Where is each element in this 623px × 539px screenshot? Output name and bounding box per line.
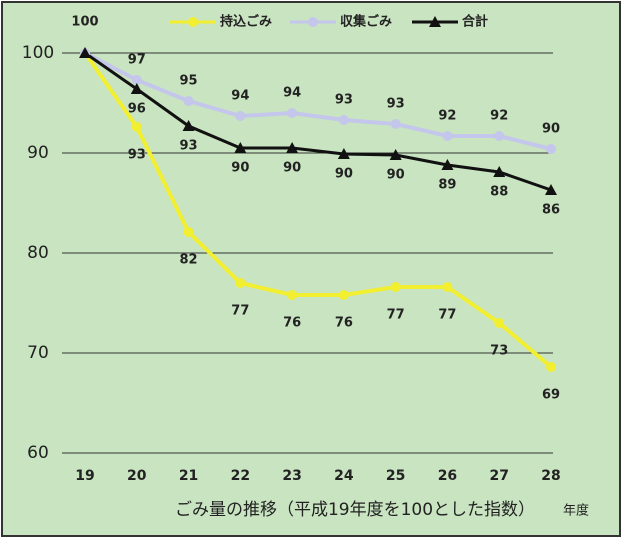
y-tick-label: 90	[27, 143, 49, 163]
value-label: 76	[283, 316, 301, 331]
point	[234, 142, 247, 153]
value-label: 90	[335, 167, 353, 182]
value-label: 77	[231, 304, 249, 319]
chart-title: ごみ量の推移（平成19年度を100とした指数）	[175, 500, 535, 520]
value-label: 69	[542, 388, 560, 403]
y-tick-label: 70	[27, 343, 49, 363]
value-label: 92	[438, 109, 456, 124]
value-label: 93	[335, 93, 353, 108]
value-label: 90	[231, 161, 249, 176]
legend-label: 合計	[462, 14, 488, 30]
x-tick-label: 24	[334, 468, 354, 484]
point	[442, 131, 453, 141]
point	[493, 166, 506, 177]
y-tick-label: 60	[27, 443, 49, 463]
x-tick-label: 22	[231, 468, 250, 484]
point	[390, 119, 401, 129]
series-line	[84, 51, 552, 151]
value-label: 73	[490, 344, 508, 359]
point	[131, 122, 142, 132]
value-label: 89	[438, 178, 456, 193]
x-axis-label: 年度	[563, 503, 589, 519]
point	[389, 149, 402, 160]
point	[79, 47, 91, 58]
point	[235, 111, 246, 121]
value-label: 88	[490, 185, 508, 200]
x-tick-label: 26	[438, 468, 457, 484]
point	[182, 120, 195, 131]
point	[183, 227, 194, 237]
x-tick-label: 28	[541, 468, 560, 484]
x-tick-label: 19	[75, 468, 94, 484]
point	[131, 75, 142, 85]
value-label: 82	[180, 253, 198, 268]
point	[390, 282, 401, 292]
x-tick-label: 27	[489, 468, 508, 484]
legend-marker	[188, 17, 198, 27]
value-label: 94	[231, 89, 249, 104]
value-label: 100	[71, 15, 98, 30]
legend-marker	[429, 16, 441, 27]
value-label: 77	[438, 308, 456, 323]
point	[183, 96, 194, 106]
value-label: 76	[335, 316, 353, 331]
point	[235, 278, 246, 288]
value-label: 92	[490, 109, 508, 124]
point	[286, 142, 299, 153]
point	[494, 131, 505, 141]
point	[338, 115, 349, 125]
point	[338, 290, 349, 300]
series-line	[84, 51, 552, 192]
x-tick-label: 20	[127, 468, 147, 484]
value-label: 95	[180, 74, 198, 89]
value-label: 90	[542, 122, 560, 137]
point	[287, 108, 298, 118]
legend-label: 収集ごみ	[340, 14, 392, 30]
point	[441, 159, 454, 170]
point	[546, 362, 556, 372]
x-tick-label: 25	[386, 468, 405, 484]
series-line	[83, 51, 553, 369]
value-label: 90	[283, 161, 301, 176]
value-label: 94	[283, 86, 301, 101]
value-label: 93	[387, 97, 405, 112]
point	[287, 290, 298, 300]
value-label: 96	[128, 102, 146, 117]
value-label: 93	[128, 148, 146, 163]
y-tick-label: 100	[22, 43, 54, 63]
point	[545, 184, 557, 195]
value-label: 77	[387, 308, 405, 323]
value-label: 93	[180, 139, 198, 154]
point	[130, 83, 143, 94]
point	[546, 144, 556, 154]
legend-label: 持込ごみ	[220, 14, 272, 30]
value-label: 86	[542, 203, 560, 218]
x-tick-label: 23	[282, 468, 301, 484]
point	[442, 282, 453, 292]
y-tick-label: 80	[27, 243, 49, 263]
legend-marker	[308, 17, 318, 27]
x-tick-label: 21	[179, 468, 198, 484]
point	[494, 318, 505, 328]
value-label: 97	[128, 53, 146, 68]
point	[337, 148, 350, 159]
value-label: 90	[387, 168, 405, 183]
